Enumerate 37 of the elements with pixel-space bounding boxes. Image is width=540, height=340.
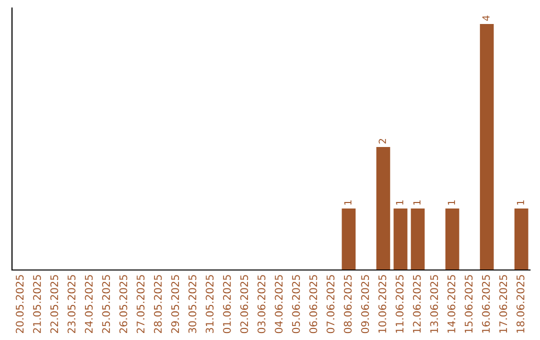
- x-tick-label: 14.06.2025: [447, 275, 456, 333]
- x-tick-label: 02.06.2025: [240, 275, 248, 334]
- x-tick-label: 18.06.2025: [516, 275, 524, 333]
- data-label: 1: [396, 200, 404, 205]
- x-tick-label: 09.06.2025: [361, 275, 369, 334]
- x-tick-label: 21.05.2025: [33, 275, 41, 334]
- x-tick-label: 11.06.2025: [396, 275, 404, 333]
- data-label: 1: [448, 200, 455, 205]
- x-tick-label: 03.06.2025: [258, 275, 266, 334]
- x-tick-label: 28.05.2025: [154, 275, 162, 334]
- x-tick-label: 30.05.2025: [188, 275, 196, 334]
- x-tick-label: 16.06.2025: [482, 275, 490, 333]
- x-tick-label: 10.06.2025: [378, 275, 386, 333]
- x-tick-label: 22.05.2025: [50, 275, 58, 334]
- x-tick-label: 15.06.2025: [464, 275, 473, 333]
- x-tick-label: 23.05.2025: [68, 275, 76, 334]
- x-tick-label: 31.05.2025: [206, 275, 214, 334]
- x-tick-label: 26.05.2025: [119, 275, 128, 334]
- x-tick-label: 06.06.2025: [309, 275, 318, 334]
- data-label: 2: [378, 139, 386, 144]
- x-tick-label: 05.06.2025: [292, 275, 300, 334]
- x-tick-label: 04.06.2025: [274, 275, 283, 334]
- x-tick-label: 08.06.2025: [344, 275, 352, 334]
- x-tick-label: 29.05.2025: [171, 275, 180, 334]
- data-label: 1: [516, 200, 524, 205]
- x-tick-label: 25.05.2025: [102, 275, 110, 334]
- x-tick-label: 13.06.2025: [430, 275, 438, 333]
- x-tick-label: 27.05.2025: [136, 275, 145, 334]
- x-tick-label: 07.06.2025: [326, 275, 334, 334]
- x-tick-label: 20.05.2025: [16, 275, 24, 334]
- data-label: 1: [413, 200, 420, 205]
- x-tick-label: 12.06.2025: [412, 275, 421, 333]
- x-tick-label: 17.06.2025: [499, 275, 508, 333]
- x-tick-label: 01.06.2025: [222, 275, 231, 334]
- data-label: 4: [482, 16, 490, 21]
- data-label: 1: [344, 200, 352, 205]
- x-tick-label: 24.05.2025: [84, 275, 93, 334]
